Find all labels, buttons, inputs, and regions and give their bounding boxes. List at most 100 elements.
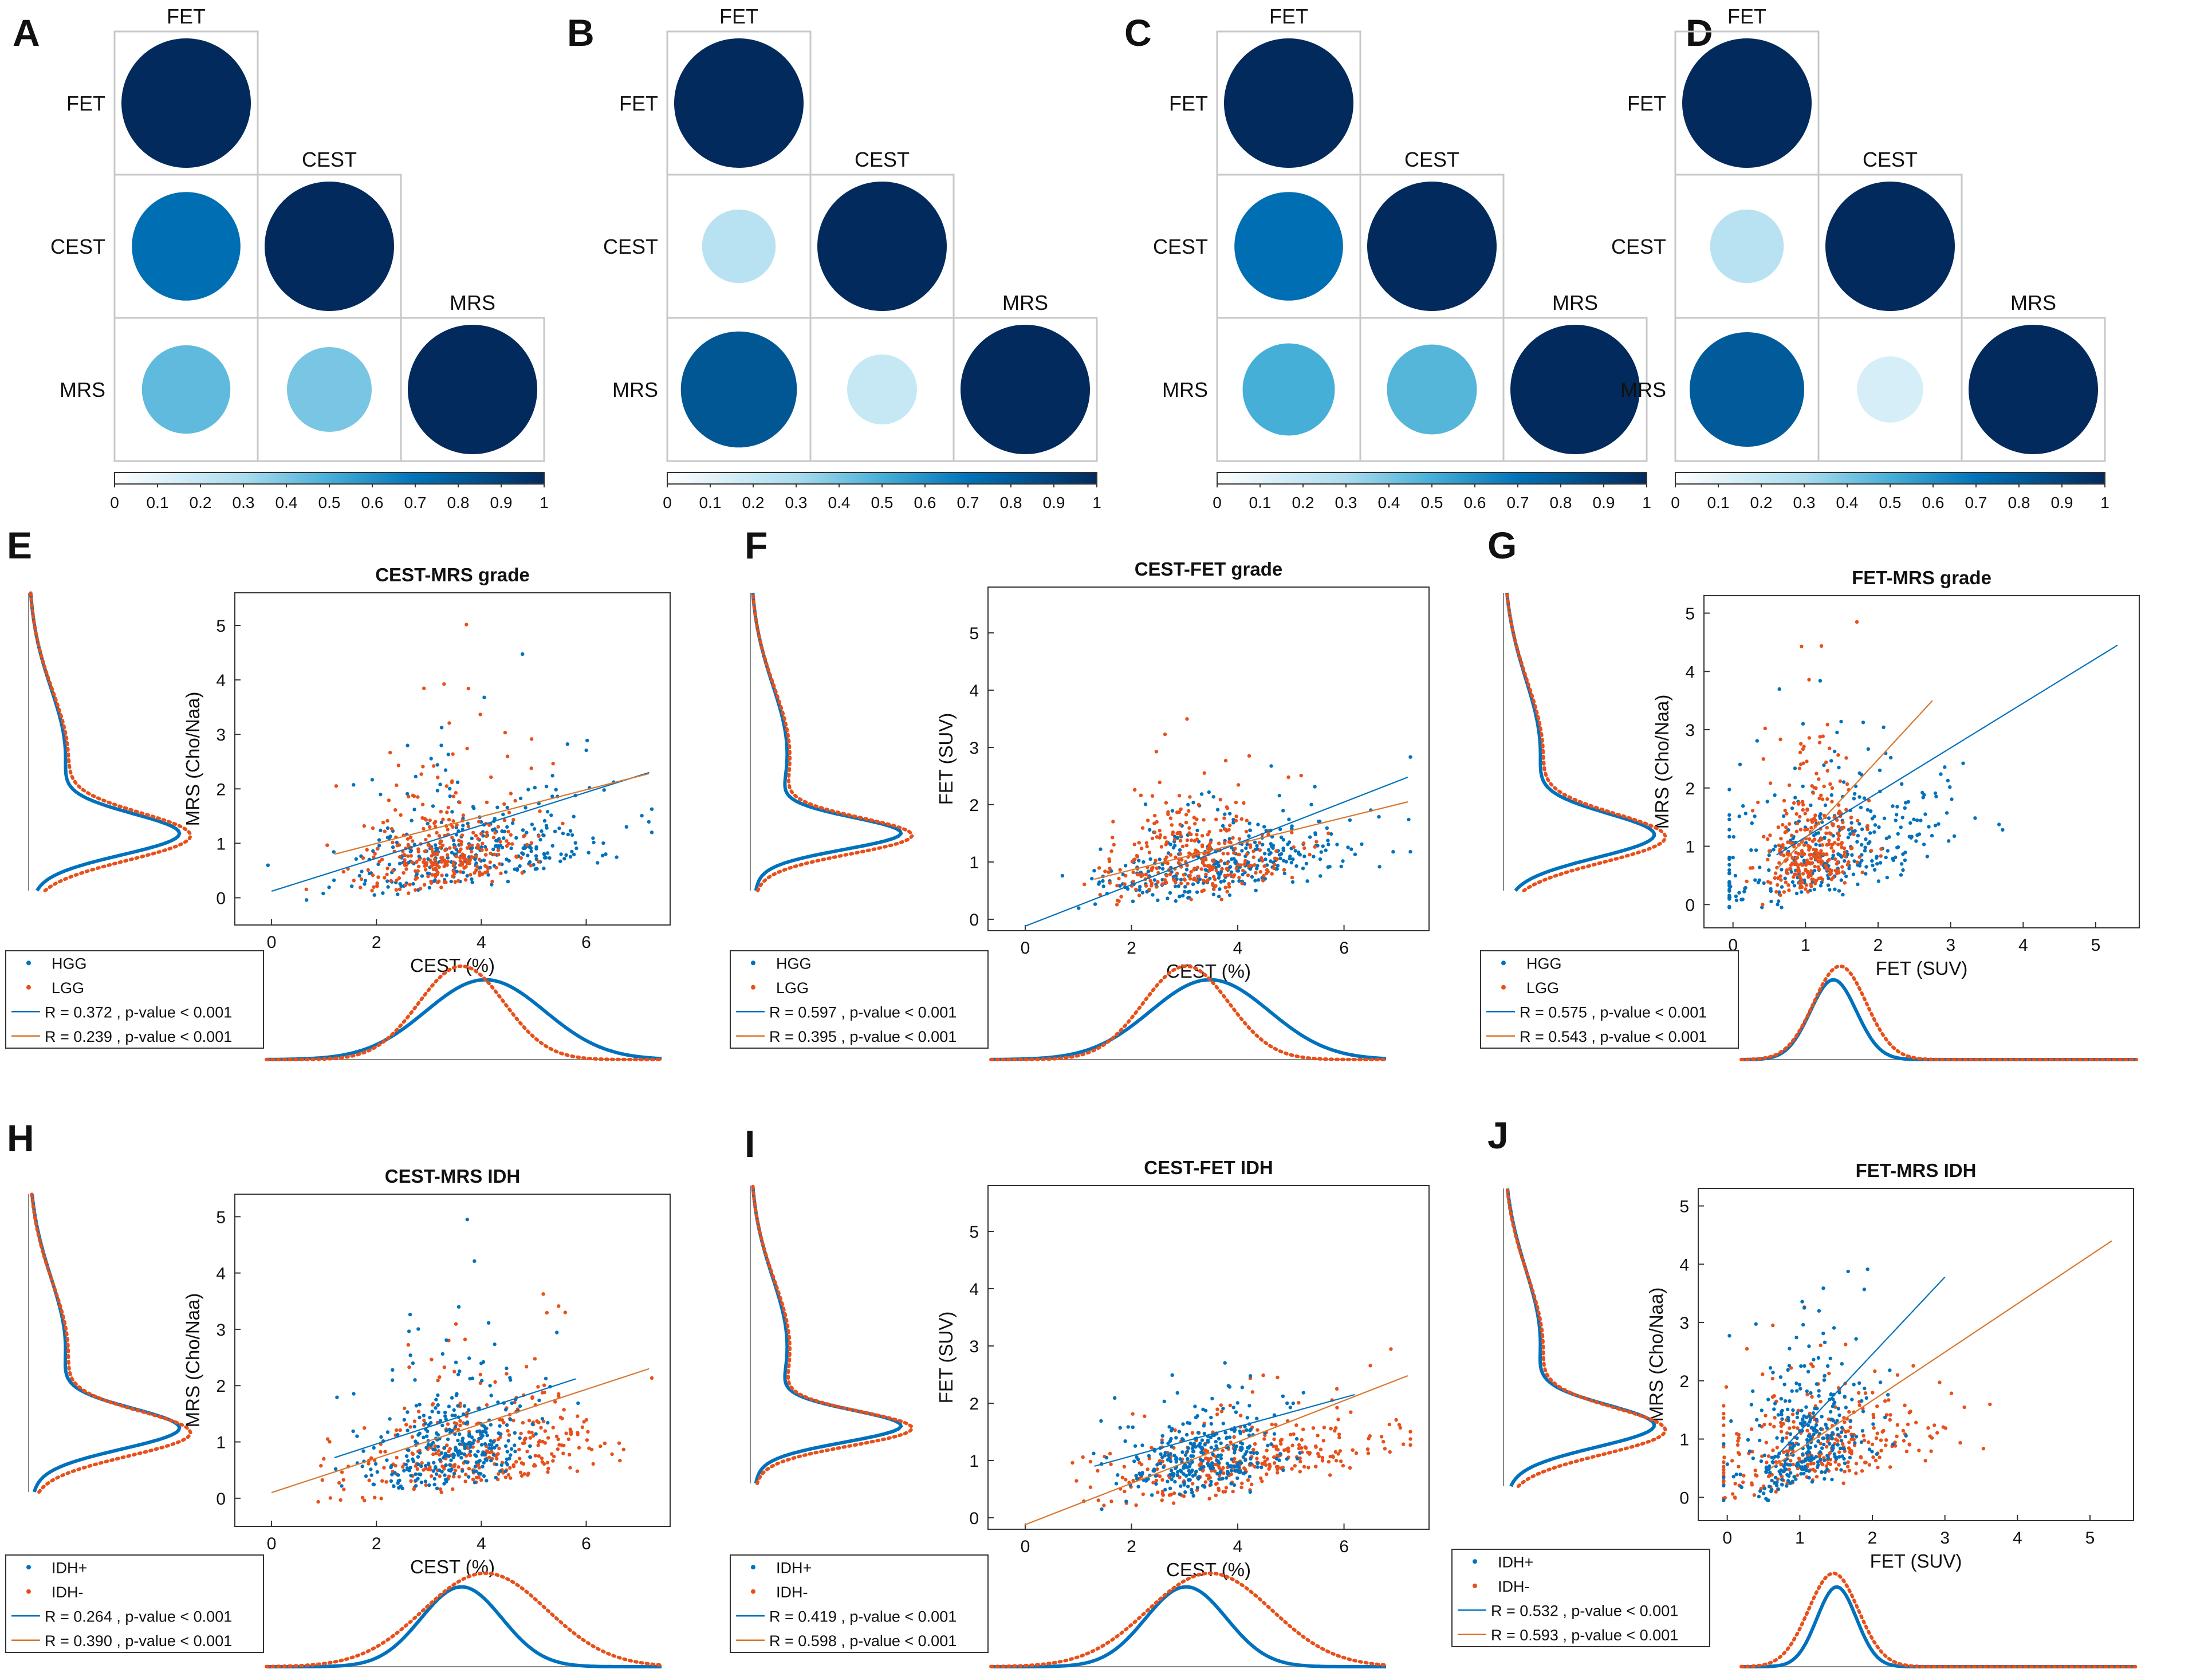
data-point xyxy=(1223,873,1227,878)
data-point xyxy=(1844,1343,1848,1347)
data-point xyxy=(352,783,356,787)
data-point xyxy=(1170,1477,1174,1482)
data-point xyxy=(1734,898,1739,903)
data-point xyxy=(1261,1373,1265,1377)
data-point xyxy=(419,1464,423,1469)
data-point xyxy=(1264,857,1268,861)
data-point xyxy=(436,1444,440,1448)
data-point xyxy=(1101,884,1105,888)
data-point xyxy=(1727,893,1731,897)
data-point xyxy=(453,880,457,884)
data-point xyxy=(1108,881,1112,885)
data-point xyxy=(1173,884,1178,888)
data-point xyxy=(1731,834,1735,839)
data-point xyxy=(416,1462,420,1466)
data-point xyxy=(1303,1445,1307,1449)
data-point xyxy=(1811,1411,1816,1415)
legend-box xyxy=(730,950,989,1049)
y-tick-label: 1 xyxy=(1679,1431,1689,1450)
data-point xyxy=(408,835,413,840)
legend-entry: LGG xyxy=(1526,979,1559,997)
data-point xyxy=(1840,1362,1844,1366)
data-point xyxy=(536,1385,540,1389)
data-point xyxy=(354,857,358,861)
data-point xyxy=(564,853,568,857)
data-point xyxy=(452,1369,456,1373)
data-point xyxy=(1920,790,1924,795)
data-point xyxy=(551,762,555,766)
data-point xyxy=(1895,1373,1900,1377)
data-point xyxy=(1228,823,1232,828)
data-point xyxy=(1776,825,1780,829)
data-point xyxy=(1183,885,1187,889)
data-point xyxy=(1860,843,1864,847)
data-point xyxy=(1264,1463,1268,1467)
data-point xyxy=(447,1404,451,1408)
data-point xyxy=(1160,862,1164,867)
data-point xyxy=(422,1435,426,1439)
data-point xyxy=(426,874,430,879)
data-point xyxy=(1227,893,1232,897)
data-point xyxy=(518,1404,522,1408)
data-point xyxy=(556,1437,560,1442)
data-point xyxy=(508,1466,512,1470)
data-point xyxy=(1872,814,1876,818)
data-point xyxy=(428,1467,432,1472)
data-point xyxy=(1097,866,1101,870)
data-point xyxy=(1207,790,1211,794)
data-point xyxy=(1821,1462,1825,1467)
data-point xyxy=(533,867,537,871)
data-point xyxy=(1815,1407,1819,1411)
correlation-circle xyxy=(1825,182,1955,311)
data-point xyxy=(1801,872,1805,876)
data-point xyxy=(1108,1451,1112,1456)
plot-axes xyxy=(234,592,671,926)
data-point xyxy=(455,869,459,874)
data-point xyxy=(1769,887,1773,891)
data-point xyxy=(476,1450,480,1454)
data-point xyxy=(1786,871,1790,876)
data-point xyxy=(1796,1461,1800,1465)
data-point xyxy=(375,1470,379,1474)
data-point xyxy=(1212,887,1216,891)
data-point xyxy=(1217,894,1221,899)
correlation-circle xyxy=(1242,343,1335,436)
data-point xyxy=(459,847,463,851)
data-point xyxy=(495,1457,499,1461)
data-point xyxy=(1833,857,1837,861)
data-point xyxy=(451,825,455,829)
data-point xyxy=(1150,866,1154,871)
data-point xyxy=(1939,772,1943,776)
data-point xyxy=(473,1481,477,1485)
data-point xyxy=(1239,863,1243,867)
data-point xyxy=(1834,1437,1838,1441)
data-point xyxy=(1812,887,1816,892)
data-point xyxy=(580,1425,584,1429)
data-point xyxy=(1183,1490,1187,1494)
data-point xyxy=(1768,1465,1772,1469)
data-point xyxy=(1866,747,1870,751)
data-point xyxy=(1831,1397,1835,1402)
data-point xyxy=(407,891,411,895)
data-point xyxy=(1835,1467,1839,1471)
data-point xyxy=(466,825,471,829)
data-point xyxy=(1195,833,1199,837)
data-point xyxy=(505,844,509,848)
data-point xyxy=(1731,856,1735,860)
data-point xyxy=(1737,1452,1742,1457)
data-point xyxy=(1771,1448,1775,1452)
data-point xyxy=(367,1462,371,1466)
data-point xyxy=(1806,818,1810,822)
data-point xyxy=(1162,1465,1166,1469)
data-point xyxy=(1802,1414,1806,1418)
data-point xyxy=(600,853,605,858)
data-point xyxy=(1837,803,1841,807)
data-point xyxy=(416,1410,421,1414)
data-point xyxy=(1844,1406,1848,1410)
data-point xyxy=(530,1430,534,1435)
data-point xyxy=(539,1426,543,1430)
data-point xyxy=(408,883,412,887)
legend-box xyxy=(5,1554,264,1653)
data-point xyxy=(1814,843,1818,847)
